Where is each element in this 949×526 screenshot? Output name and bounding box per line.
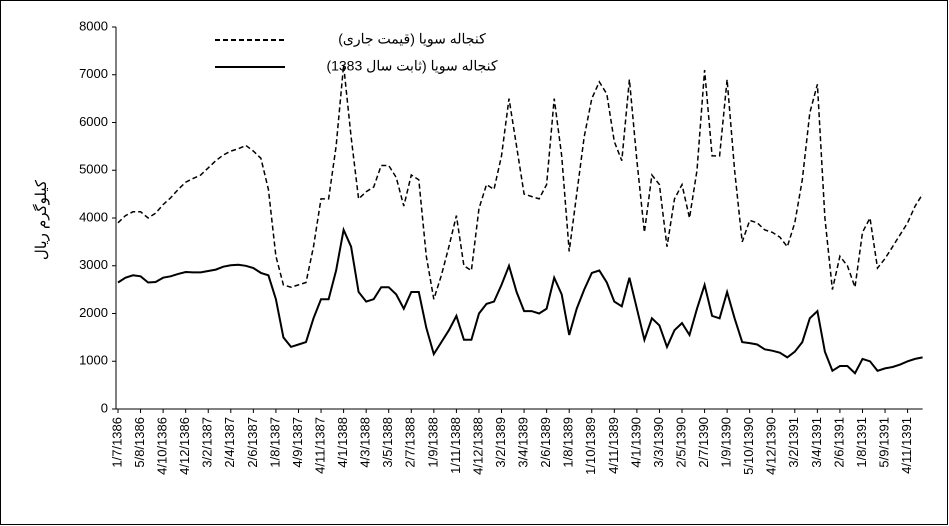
x-tick-label: 3/2/1387	[200, 417, 215, 468]
x-tick-label: 3/4/1389	[516, 417, 531, 468]
x-tick-label: 4/11/1391	[899, 417, 914, 474]
x-tick-label: 2/6/1387	[245, 417, 260, 468]
x-tick-label: 3/3/1390	[651, 417, 666, 468]
x-tick-label: 4/11/1389	[606, 417, 621, 474]
y-tick-label: 0	[101, 400, 108, 415]
x-tick-label: 3/2/1391	[786, 417, 801, 468]
x-tick-label: 4/3/1388	[358, 417, 373, 468]
x-tick-label: 2/6/1389	[538, 417, 553, 468]
x-tick-label: 4/12/1386	[177, 417, 192, 475]
y-tick-label: 7000	[79, 66, 108, 81]
x-tick-label: 1/8/1387	[267, 417, 282, 468]
x-tick-label: 2/4/1387	[222, 417, 237, 468]
y-tick-label: 2000	[79, 305, 108, 320]
x-tick-label: 1/9/1388	[425, 417, 440, 468]
y-tick-label: 5000	[79, 162, 108, 177]
y-tick-label: 8000	[79, 18, 108, 33]
legend-label: کنجاله سویا (ثابت سال 1383)	[326, 58, 497, 75]
x-tick-label: 1/11/1388	[448, 417, 463, 474]
y-tick-label: 1000	[79, 353, 108, 368]
x-tick-label: 2/7/1390	[696, 417, 711, 468]
x-tick-label: 5/10/1390	[741, 417, 756, 475]
x-tick-label: 2/5/1390	[673, 417, 688, 468]
x-tick-label: 4/1/1388	[335, 417, 350, 468]
x-tick-label: 1/8/1391	[854, 417, 869, 468]
x-tick-label: 4/12/1388	[470, 417, 485, 475]
x-tick-label: 2/7/1388	[403, 417, 418, 468]
x-tick-label: 2/6/1391	[831, 417, 846, 468]
y-axis-label: کیلوگرم ریال	[32, 179, 50, 260]
y-tick-label: 3000	[79, 257, 108, 272]
x-tick-label: 5/9/1391	[876, 417, 891, 468]
x-tick-label: 3/4/1391	[809, 417, 824, 468]
x-tick-label: 1/7/1386	[109, 417, 124, 468]
x-tick-label: 4/12/1390	[764, 417, 779, 475]
series-line	[117, 65, 924, 300]
x-tick-label: 3/2/1389	[493, 417, 508, 468]
y-tick-label: 6000	[79, 114, 108, 129]
series-line	[117, 226, 923, 375]
x-tick-label: 1/9/1390	[719, 417, 734, 468]
x-tick-label: 5/8/1386	[132, 417, 147, 468]
y-tick-label: 4000	[79, 209, 108, 224]
x-tick-label: 4/10/1386	[155, 417, 170, 475]
legend-label: کنجاله سویا (قیمت جاری)	[338, 31, 486, 48]
x-tick-label: 1/10/1389	[583, 417, 598, 475]
x-tick-label: 3/5/1388	[380, 417, 395, 468]
x-tick-label: 1/8/1389	[561, 417, 576, 468]
x-tick-label: 4/1/1390	[628, 417, 643, 468]
x-tick-label: 4/11/1387	[312, 417, 327, 474]
x-tick-label: 4/9/1387	[290, 417, 305, 468]
